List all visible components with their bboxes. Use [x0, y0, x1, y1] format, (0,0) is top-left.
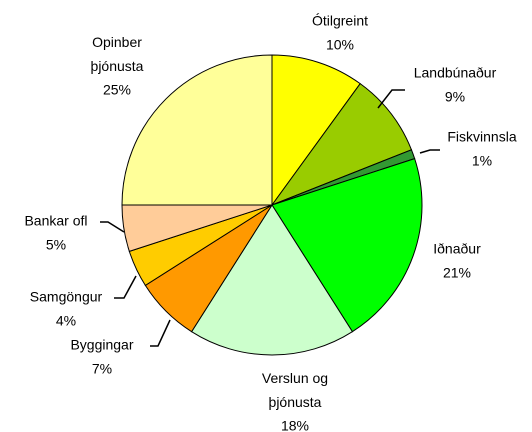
pie-slice — [270, 82, 413, 207]
slice-label: Samgöngur — [30, 289, 103, 305]
slice-value-label: 5% — [46, 237, 66, 253]
slice-value-label: 21% — [443, 265, 471, 281]
slice-value-label: 9% — [445, 89, 465, 105]
slice-label: Opinber þjónusta — [91, 34, 144, 74]
slice-label: Verslun og þjónusta — [262, 370, 328, 410]
slice-value-label: 4% — [56, 313, 76, 329]
leader-line — [377, 89, 405, 109]
slice-label: Landbúnaður — [414, 65, 497, 81]
slice-value-label: 7% — [92, 361, 112, 377]
pie-slice — [271, 54, 361, 207]
slice-value-label: 1% — [472, 153, 492, 169]
slice-label: Fiskvinnsla — [447, 129, 516, 145]
pie-slice — [190, 204, 354, 356]
slice-value-label: 25% — [103, 82, 131, 98]
leader-line — [419, 149, 440, 154]
slice-label: Bankar ofl — [24, 213, 87, 229]
pie-slice — [271, 158, 423, 333]
slice-label: Byggingar — [70, 337, 133, 353]
slice-value-label: 18% — [281, 418, 309, 432]
leader-line — [100, 221, 125, 233]
leader-line — [150, 319, 171, 347]
slice-label: Ótilgreint — [312, 13, 368, 29]
slice-label: Iðnaður — [433, 241, 481, 257]
pie-slice — [121, 54, 273, 206]
slice-value-label: 10% — [326, 37, 354, 53]
leader-line — [114, 275, 137, 299]
